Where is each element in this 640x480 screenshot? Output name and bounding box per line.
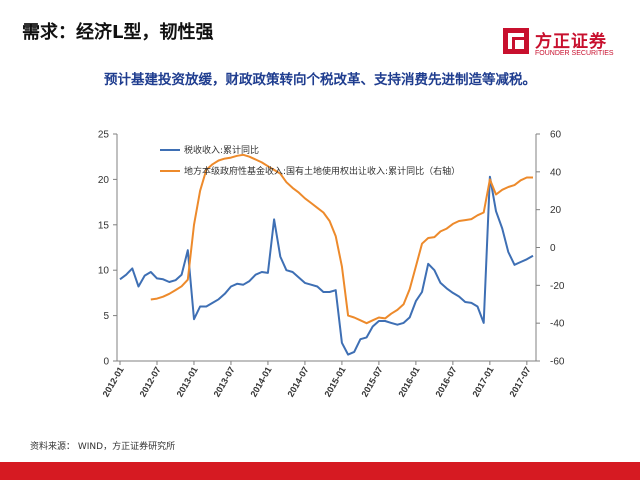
- land-sales-revenue-line: [150, 153, 533, 325]
- right-y-tick-label: -60: [550, 357, 565, 368]
- bottom-brand-bar: [0, 462, 640, 480]
- x-tick-label: 2014-01: [248, 365, 273, 399]
- x-tick-label: 2014-07: [285, 365, 310, 399]
- page-title: 需求：经济L型，韧性强: [22, 22, 214, 43]
- tax-revenue-line: [119, 175, 534, 356]
- source-note: 资料来源： WIND，方正证券研究所: [30, 442, 176, 452]
- logo-name-en: FOUNDER SECURITIES: [535, 50, 614, 57]
- right-y-tick-label: 40: [550, 167, 562, 178]
- right-y-tick-label: 60: [550, 130, 562, 141]
- x-tick-label: 2016-07: [433, 365, 458, 399]
- company-logo: 方正证券 FOUNDER SECURITIES: [503, 26, 631, 62]
- x-tick-label: 2015-07: [359, 365, 384, 399]
- left-y-tick-label: 10: [98, 266, 110, 277]
- x-tick-label: 2013-07: [212, 365, 237, 399]
- x-tick-label: 2012-01: [101, 365, 126, 399]
- left-y-tick-label: 15: [98, 220, 110, 231]
- page-subtitle: 预计基建投资放缓，财政政策转向个税改革、支持消费先进制造等减税。: [104, 72, 536, 88]
- x-tick-label: 2012-07: [138, 365, 163, 399]
- logo-mark-icon: [503, 28, 529, 54]
- right-y-tick-label: -40: [550, 319, 565, 330]
- logo-name-cn: 方正证券: [535, 32, 607, 52]
- right-y-tick-label: 0: [550, 243, 556, 254]
- x-tick-label: 2013-01: [175, 365, 200, 399]
- legend-label: 税收收入:累计同比: [184, 144, 259, 156]
- x-tick-label: 2016-01: [396, 365, 421, 399]
- left-y-tick-label: 25: [98, 130, 110, 141]
- left-y-tick-label: 5: [103, 311, 109, 322]
- legend-label: 地方本级政府性基金收入:国有土地使用权出让收入:累计同比（右轴）: [184, 165, 460, 177]
- right-y-tick-label: 20: [550, 205, 562, 216]
- x-tick-label: 2017-01: [470, 365, 495, 399]
- x-tick-label: 2015-01: [322, 365, 347, 399]
- x-tick-label: 2017-07: [507, 365, 532, 399]
- left-y-tick-label: 20: [98, 175, 110, 186]
- right-y-tick-label: -20: [550, 281, 565, 292]
- tax-land-revenue-chart: 0 5 10 15 20 25 -60 -40 -20 0 20 40 60 2012-01 2012-07…: [98, 130, 565, 399]
- left-y-tick-label: 0: [103, 357, 109, 368]
